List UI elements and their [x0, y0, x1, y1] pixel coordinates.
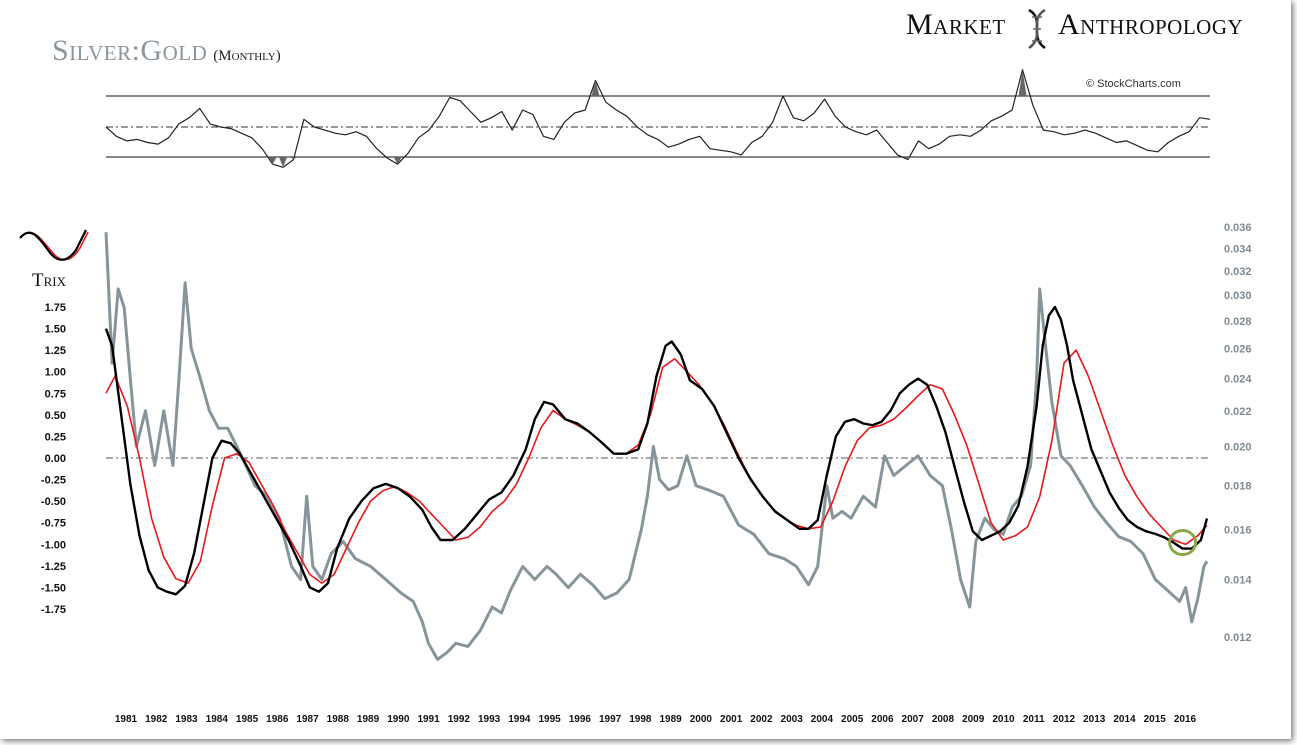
- x-tick-label: 2011: [1023, 714, 1045, 725]
- x-tick-label: 2015: [1144, 714, 1167, 725]
- x-tick-label: 1988: [327, 714, 350, 725]
- x-tick-label: 2013: [1083, 714, 1106, 725]
- x-tick-label: 2006: [871, 714, 894, 725]
- x-tick-label: 1989: [357, 714, 380, 725]
- y-left-tick-label: 0.25: [45, 431, 66, 443]
- y-left-tick-label: 1.50: [45, 324, 66, 336]
- source-credit: © StockCharts.com: [1086, 78, 1181, 90]
- chart-title: Silver:Gold (Monthly): [52, 34, 281, 68]
- x-tick-label: 1997: [599, 714, 622, 725]
- y-right-tick-label: 0.024: [1224, 373, 1252, 385]
- x-tick-label: 2009: [962, 714, 985, 725]
- x-tick-label: 2000: [690, 714, 713, 725]
- y-right-tick-label: 0.012: [1224, 632, 1252, 644]
- y-left-tick-label: -1.25: [41, 561, 66, 573]
- y-right-tick-label: 0.016: [1224, 525, 1252, 537]
- series-signal-line: [105, 349, 1208, 584]
- y-left-tick-label: -0.25: [41, 475, 66, 487]
- y-left-tick-label: 0.50: [45, 410, 66, 422]
- y-right-tick-label: 0.036: [1224, 222, 1252, 234]
- y-left-tick-label: -0.75: [41, 518, 66, 530]
- x-tick-label: 1984: [206, 714, 229, 725]
- x-tick-label: 1998: [629, 714, 652, 725]
- x-tick-label: 1996: [569, 714, 592, 725]
- x-tick-label: 2014: [1113, 714, 1136, 725]
- y-right-tick-label: 0.026: [1224, 343, 1252, 355]
- x-tick-label: 1982: [145, 714, 168, 725]
- x-tick-label: 2002: [750, 714, 773, 725]
- series-ratio-line: [104, 232, 1209, 661]
- y-left-tick-label: 0.00: [45, 453, 66, 465]
- x-tick-label: 1992: [448, 714, 471, 725]
- osc-extreme-fill: [1018, 69, 1027, 96]
- y-right-tick-label: 0.018: [1224, 481, 1252, 493]
- x-tick-label: 1985: [236, 714, 259, 725]
- y-left-tick-label: -0.50: [41, 496, 66, 508]
- trix-axis-label: Trix: [32, 270, 66, 291]
- dna-logo-icon: [1028, 8, 1046, 50]
- x-tick-label: 2012: [1053, 714, 1076, 725]
- x-tick-label: 1993: [478, 714, 501, 725]
- trix-legend-trix: [19, 229, 87, 261]
- x-tick-label: 1994: [508, 714, 531, 725]
- osc-extreme-fill: [903, 157, 912, 160]
- x-tick-label: 2004: [811, 714, 834, 725]
- x-tick-label: 2001: [720, 714, 743, 725]
- y-right-tick-label: 0.030: [1224, 290, 1252, 302]
- osc-extreme-fill: [268, 157, 277, 165]
- osc-extreme-fill: [289, 157, 298, 160]
- y-right-tick-label: 0.028: [1224, 316, 1252, 328]
- x-tick-label: 2008: [932, 714, 955, 725]
- y-right-tick-label: 0.014: [1224, 574, 1252, 586]
- x-tick-label: 1990: [387, 714, 410, 725]
- x-tick-label: 1981: [115, 714, 138, 725]
- osc-extreme-fill: [279, 157, 288, 168]
- x-tick-label: 1987: [296, 714, 319, 725]
- y-right-tick-label: 0.032: [1224, 266, 1252, 278]
- y-left-tick-label: 1.25: [45, 345, 66, 357]
- y-left-tick-label: -1.00: [41, 539, 66, 551]
- y-right-tick-label: 0.034: [1224, 243, 1252, 255]
- x-tick-label: 2005: [841, 714, 864, 725]
- y-right-tick-label: 0.022: [1224, 406, 1252, 418]
- x-tick-label: 1995: [538, 714, 561, 725]
- x-tick-label: 2010: [992, 714, 1015, 725]
- y-left-tick-label: 1.00: [45, 367, 66, 379]
- x-tick-label: 1983: [175, 714, 198, 725]
- x-tick-label: 1986: [266, 714, 289, 725]
- osc-extreme-fill: [591, 80, 600, 96]
- x-tick-label: 1989: [660, 714, 683, 725]
- y-right-tick-label: 0.020: [1224, 441, 1252, 453]
- chart-subtitle: (Monthly): [213, 48, 281, 64]
- y-left-tick-label: -1.50: [41, 582, 66, 594]
- highlight-circle: [1168, 529, 1198, 557]
- y-left-tick-label: 1.75: [45, 302, 66, 314]
- x-tick-label: 2016: [1174, 714, 1197, 725]
- y-left-tick-label: -1.75: [41, 604, 66, 616]
- x-tick-label: 1991: [417, 714, 440, 725]
- brand-left: Market: [906, 8, 1006, 41]
- series-trix-line: [104, 305, 1209, 596]
- osc-line: [105, 69, 1211, 168]
- x-tick-label: 2003: [781, 714, 804, 725]
- brand-right: Anthropology: [1058, 8, 1244, 41]
- chart-title-main: Silver:Gold: [52, 34, 208, 67]
- y-left-tick-label: 0.75: [45, 388, 66, 400]
- osc-extreme-fill: [393, 157, 402, 165]
- x-tick-label: 2007: [902, 714, 925, 725]
